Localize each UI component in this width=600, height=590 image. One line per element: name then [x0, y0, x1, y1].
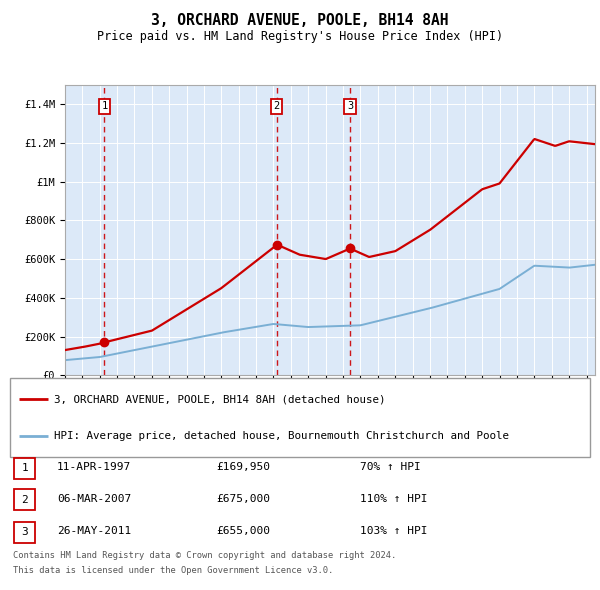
- Text: £655,000: £655,000: [216, 526, 270, 536]
- Text: 3, ORCHARD AVENUE, POOLE, BH14 8AH: 3, ORCHARD AVENUE, POOLE, BH14 8AH: [151, 13, 449, 28]
- Text: HPI: Average price, detached house, Bournemouth Christchurch and Poole: HPI: Average price, detached house, Bour…: [53, 431, 509, 441]
- Text: 2: 2: [21, 495, 28, 504]
- Text: 3: 3: [21, 527, 28, 537]
- Text: £169,950: £169,950: [216, 463, 270, 472]
- Text: 26-MAY-2011: 26-MAY-2011: [57, 526, 131, 536]
- Text: 11-APR-1997: 11-APR-1997: [57, 463, 131, 472]
- Text: 3: 3: [347, 101, 353, 112]
- Text: Contains HM Land Registry data © Crown copyright and database right 2024.: Contains HM Land Registry data © Crown c…: [13, 550, 397, 559]
- Text: 1: 1: [21, 464, 28, 473]
- Text: 70% ↑ HPI: 70% ↑ HPI: [360, 463, 421, 472]
- Text: 3, ORCHARD AVENUE, POOLE, BH14 8AH (detached house): 3, ORCHARD AVENUE, POOLE, BH14 8AH (deta…: [53, 394, 385, 404]
- Text: 2: 2: [274, 101, 280, 112]
- Text: This data is licensed under the Open Government Licence v3.0.: This data is licensed under the Open Gov…: [13, 566, 334, 575]
- Text: 110% ↑ HPI: 110% ↑ HPI: [360, 494, 427, 503]
- Text: 103% ↑ HPI: 103% ↑ HPI: [360, 526, 427, 536]
- Text: 06-MAR-2007: 06-MAR-2007: [57, 494, 131, 503]
- Text: £675,000: £675,000: [216, 494, 270, 503]
- Text: Price paid vs. HM Land Registry's House Price Index (HPI): Price paid vs. HM Land Registry's House …: [97, 30, 503, 43]
- Text: 1: 1: [101, 101, 107, 112]
